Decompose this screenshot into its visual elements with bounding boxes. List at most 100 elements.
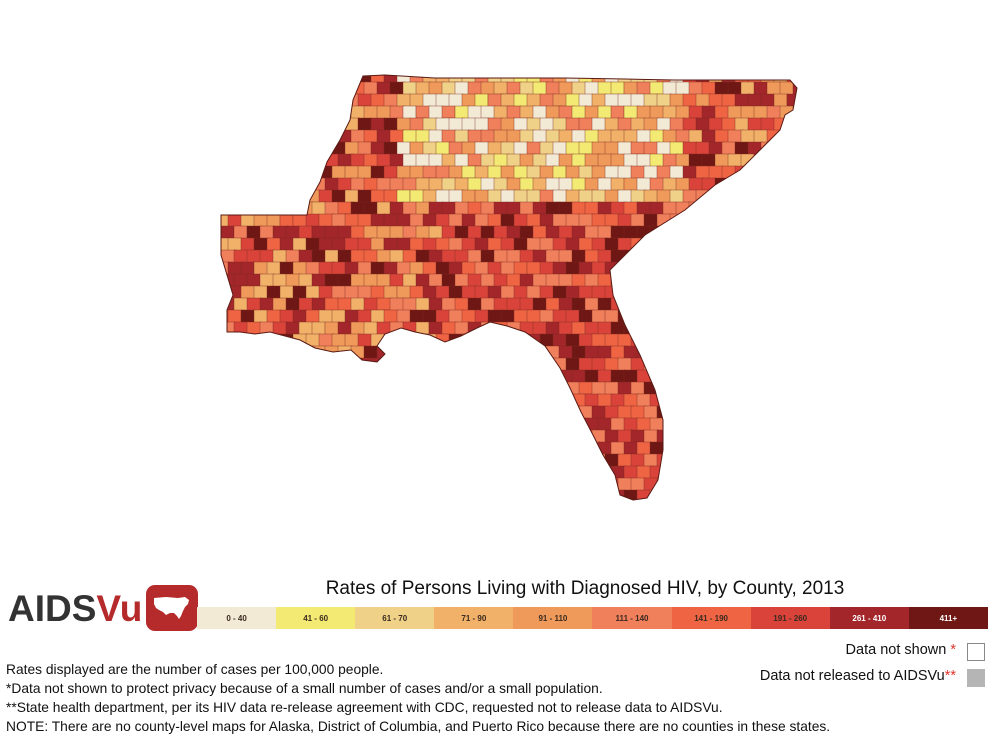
county-cell xyxy=(246,105,263,121)
county-cell xyxy=(800,70,814,83)
county-cell xyxy=(519,441,536,455)
county-cell xyxy=(695,189,711,204)
county-cell xyxy=(311,105,327,120)
county-cell xyxy=(344,381,361,395)
county-cell xyxy=(709,502,724,514)
county-cell xyxy=(259,345,275,361)
county-cell xyxy=(565,117,580,131)
county-cell xyxy=(221,477,230,491)
county-cell xyxy=(337,393,353,408)
county-cell xyxy=(604,117,621,132)
county-cell xyxy=(266,405,282,419)
county-cell xyxy=(221,369,235,384)
county-cell xyxy=(701,369,716,383)
county-cell xyxy=(363,273,379,287)
county-cell xyxy=(298,153,315,168)
county-cell xyxy=(688,417,704,432)
county-cell xyxy=(578,141,593,155)
county-cell xyxy=(422,75,438,84)
county-cell xyxy=(324,489,339,500)
county-cell xyxy=(259,489,275,500)
county-cell xyxy=(298,105,315,120)
footnote-rerelease: **State health department, per its HIV d… xyxy=(6,700,723,715)
county-cell xyxy=(579,502,593,515)
county-cell xyxy=(292,117,309,132)
legend-bin: 91 - 110 xyxy=(513,607,593,629)
county-cell xyxy=(357,333,372,348)
county-cell xyxy=(383,237,399,251)
county-cell xyxy=(597,417,613,431)
county-cell xyxy=(688,273,705,288)
county-cell xyxy=(643,261,659,276)
county-cell xyxy=(279,117,296,132)
county-map-svg xyxy=(220,70,815,516)
county-cell xyxy=(253,75,269,84)
county-cell xyxy=(376,249,392,264)
county-cell xyxy=(701,393,717,408)
county-cell xyxy=(669,213,686,227)
county-cell xyxy=(279,75,296,83)
county-cell xyxy=(331,333,348,347)
county-cell xyxy=(311,465,328,480)
county-cell xyxy=(246,345,263,360)
county-cell xyxy=(311,369,326,384)
county-cell xyxy=(324,105,340,119)
county-cell xyxy=(324,249,341,263)
county-cell xyxy=(701,273,718,287)
county-cell xyxy=(539,477,556,492)
county-cell xyxy=(631,502,645,514)
county-cell xyxy=(292,309,307,323)
county-cell xyxy=(467,393,484,407)
county-cell xyxy=(318,405,335,419)
legend-bin: 71 - 90 xyxy=(434,607,514,629)
county-cell xyxy=(800,478,815,490)
county-cell xyxy=(435,357,452,371)
county-cell xyxy=(519,177,535,192)
county-cell xyxy=(331,405,347,420)
county-cell xyxy=(435,405,451,420)
county-cell xyxy=(630,453,646,468)
county-cell xyxy=(389,201,405,215)
county-cell xyxy=(246,369,262,384)
county-cell xyxy=(701,321,716,336)
county-cell xyxy=(493,345,509,361)
county-cell xyxy=(305,141,322,155)
county-cell xyxy=(786,285,797,300)
county-cell xyxy=(305,117,322,132)
county-cell xyxy=(526,309,541,324)
county-cell xyxy=(734,453,750,469)
county-cell xyxy=(292,453,309,468)
county-cell xyxy=(428,153,443,168)
data-not-shown-swatch xyxy=(967,643,985,661)
county-cell xyxy=(506,369,523,384)
county-cell xyxy=(753,393,771,408)
county-cell xyxy=(228,502,243,516)
county-cell xyxy=(506,225,522,240)
county-cell xyxy=(259,177,274,191)
county-cell xyxy=(727,393,743,407)
county-cell xyxy=(345,502,358,514)
county-cell xyxy=(662,441,677,455)
county-cell xyxy=(708,357,723,373)
county-cell xyxy=(786,165,797,179)
county-cell xyxy=(786,75,797,84)
county-cell xyxy=(695,165,710,179)
county-cell xyxy=(240,285,255,299)
county-cell xyxy=(370,405,385,420)
county-cell xyxy=(221,465,236,481)
county-cell xyxy=(266,93,282,107)
county-cell xyxy=(272,369,288,385)
county-cell xyxy=(792,345,797,360)
county-cell xyxy=(454,345,470,360)
county-cell xyxy=(467,369,484,384)
county-cell xyxy=(727,417,743,432)
county-cell xyxy=(760,357,776,372)
county-cell xyxy=(422,453,440,468)
county-cell xyxy=(714,489,730,500)
county-cell xyxy=(610,105,625,119)
county-cell xyxy=(532,465,548,479)
county-cell xyxy=(714,177,729,192)
county-cell xyxy=(610,81,625,95)
county-cell xyxy=(357,381,372,396)
county-cell xyxy=(227,141,242,156)
